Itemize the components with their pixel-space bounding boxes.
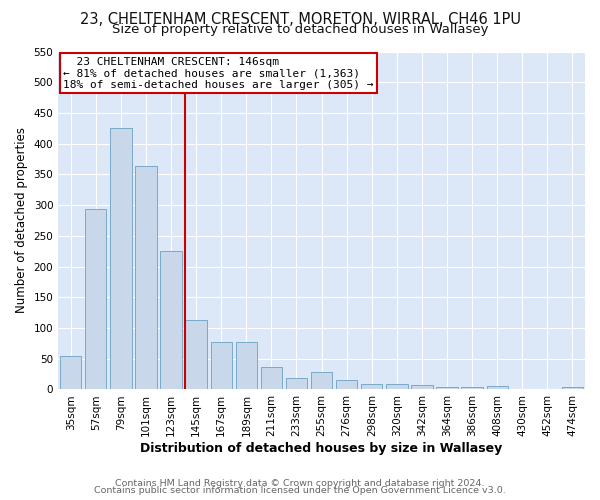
Text: Contains HM Land Registry data © Crown copyright and database right 2024.: Contains HM Land Registry data © Crown c… [115, 478, 485, 488]
Bar [336, 380, 358, 390]
Bar [512, 389, 533, 390]
Bar [85, 210, 106, 390]
Bar [411, 385, 433, 390]
Bar [487, 386, 508, 390]
X-axis label: Distribution of detached houses by size in Wallasey: Distribution of detached houses by size … [140, 442, 503, 455]
Text: 23, CHELTENHAM CRESCENT, MORETON, WIRRAL, CH46 1PU: 23, CHELTENHAM CRESCENT, MORETON, WIRRAL… [79, 12, 521, 28]
Y-axis label: Number of detached properties: Number of detached properties [15, 128, 28, 314]
Bar [436, 387, 458, 390]
Bar [261, 366, 282, 390]
Bar [361, 384, 382, 390]
Text: Size of property relative to detached houses in Wallasey: Size of property relative to detached ho… [112, 22, 488, 36]
Bar [386, 384, 407, 390]
Bar [461, 387, 483, 390]
Bar [562, 387, 583, 390]
Text: 23 CHELTENHAM CRESCENT: 146sqm  
← 81% of detached houses are smaller (1,363)
18: 23 CHELTENHAM CRESCENT: 146sqm ← 81% of … [64, 56, 374, 90]
Bar [136, 166, 157, 390]
Bar [60, 356, 82, 390]
Bar [110, 128, 131, 390]
Text: Contains public sector information licensed under the Open Government Licence v3: Contains public sector information licen… [94, 486, 506, 495]
Bar [311, 372, 332, 390]
Bar [185, 320, 207, 390]
Bar [236, 342, 257, 390]
Bar [211, 342, 232, 390]
Bar [160, 251, 182, 390]
Bar [286, 378, 307, 390]
